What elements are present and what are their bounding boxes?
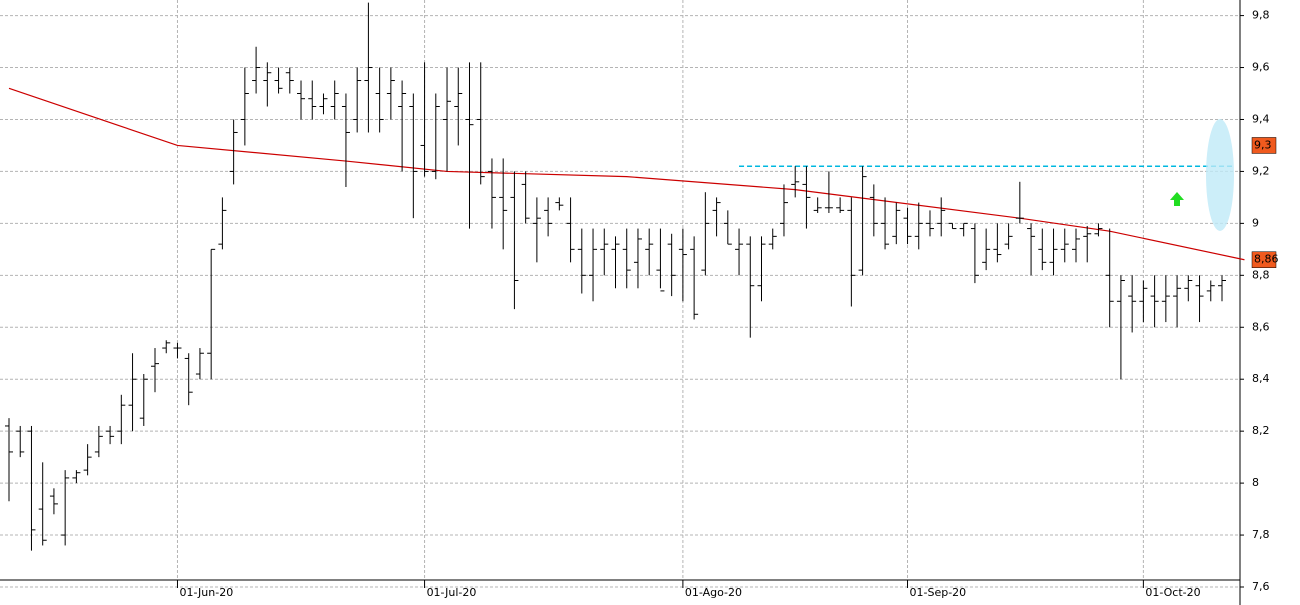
y-tick-label: 8,6 bbox=[1252, 320, 1270, 333]
y-tick-label: 7,6 bbox=[1252, 580, 1270, 593]
y-tick-label: 8,8 bbox=[1252, 268, 1270, 281]
y-tick-label: 9,2 bbox=[1252, 164, 1270, 177]
price-label: 8,86 bbox=[1254, 253, 1279, 266]
highlight bbox=[1206, 119, 1234, 231]
x-tick-label: 01-Jul-20 bbox=[427, 586, 477, 599]
y-tick-label: 7,8 bbox=[1252, 528, 1270, 541]
y-tick-label: 9,4 bbox=[1252, 112, 1270, 125]
x-tick-label: 01-Sep-20 bbox=[910, 586, 967, 599]
up-arrow bbox=[1170, 192, 1184, 206]
y-tick-label: 9,8 bbox=[1252, 9, 1270, 22]
price-label-box bbox=[1251, 137, 1277, 154]
price-label: 9,3 bbox=[1254, 138, 1272, 151]
y-tick-label: 8 bbox=[1252, 476, 1259, 489]
y-tick-label: 8,2 bbox=[1252, 424, 1270, 437]
x-tick-label: 01-Oct-20 bbox=[1145, 586, 1200, 599]
y-tick-label: 9 bbox=[1252, 216, 1259, 229]
y-tick-label: 9,6 bbox=[1252, 61, 1270, 74]
y-tick-label: 8,4 bbox=[1252, 372, 1270, 385]
x-tick-label: 01-Jun-20 bbox=[179, 586, 233, 599]
price-label-box bbox=[1251, 251, 1277, 268]
x-tick-label: 01-Ago-20 bbox=[685, 586, 742, 599]
